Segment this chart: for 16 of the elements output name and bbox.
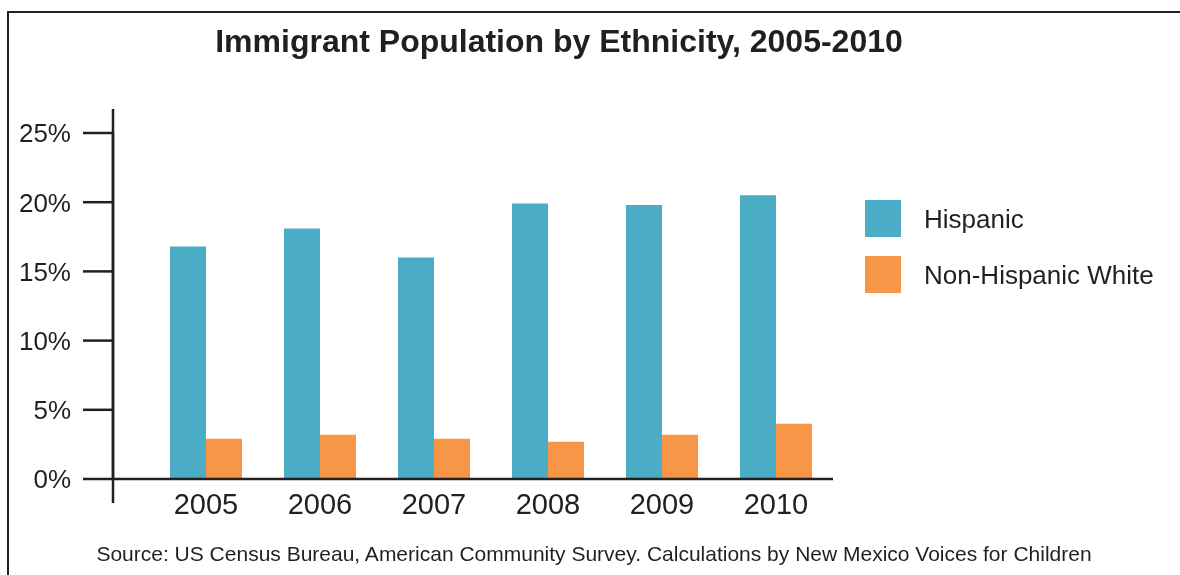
y-tick-label: 25% [18, 118, 71, 149]
legend-label: Hispanic [924, 202, 1024, 235]
y-tick-label: 5% [33, 395, 71, 426]
y-tick-label: 15% [18, 256, 71, 287]
x-tick-label: 2008 [515, 487, 581, 520]
y-tick-label: 0% [33, 464, 71, 495]
x-tick-label: 2010 [743, 487, 809, 520]
source-note: Source: US Census Bureau, American Community Survey. Calculations by New Mexico Voices for Children [95, 541, 1093, 567]
x-tick-label: 2006 [287, 487, 353, 520]
y-tick-label: 20% [18, 187, 71, 218]
y-tick-label: 10% [18, 325, 71, 356]
legend-label: Non-Hispanic White [924, 258, 1154, 291]
x-tick-label: 2009 [629, 487, 695, 520]
x-tick-label: 2005 [173, 487, 239, 520]
chart-title: Immigrant Population by Ethnicity, 2005-2010 [214, 22, 904, 60]
x-tick-label: 2007 [401, 487, 467, 520]
